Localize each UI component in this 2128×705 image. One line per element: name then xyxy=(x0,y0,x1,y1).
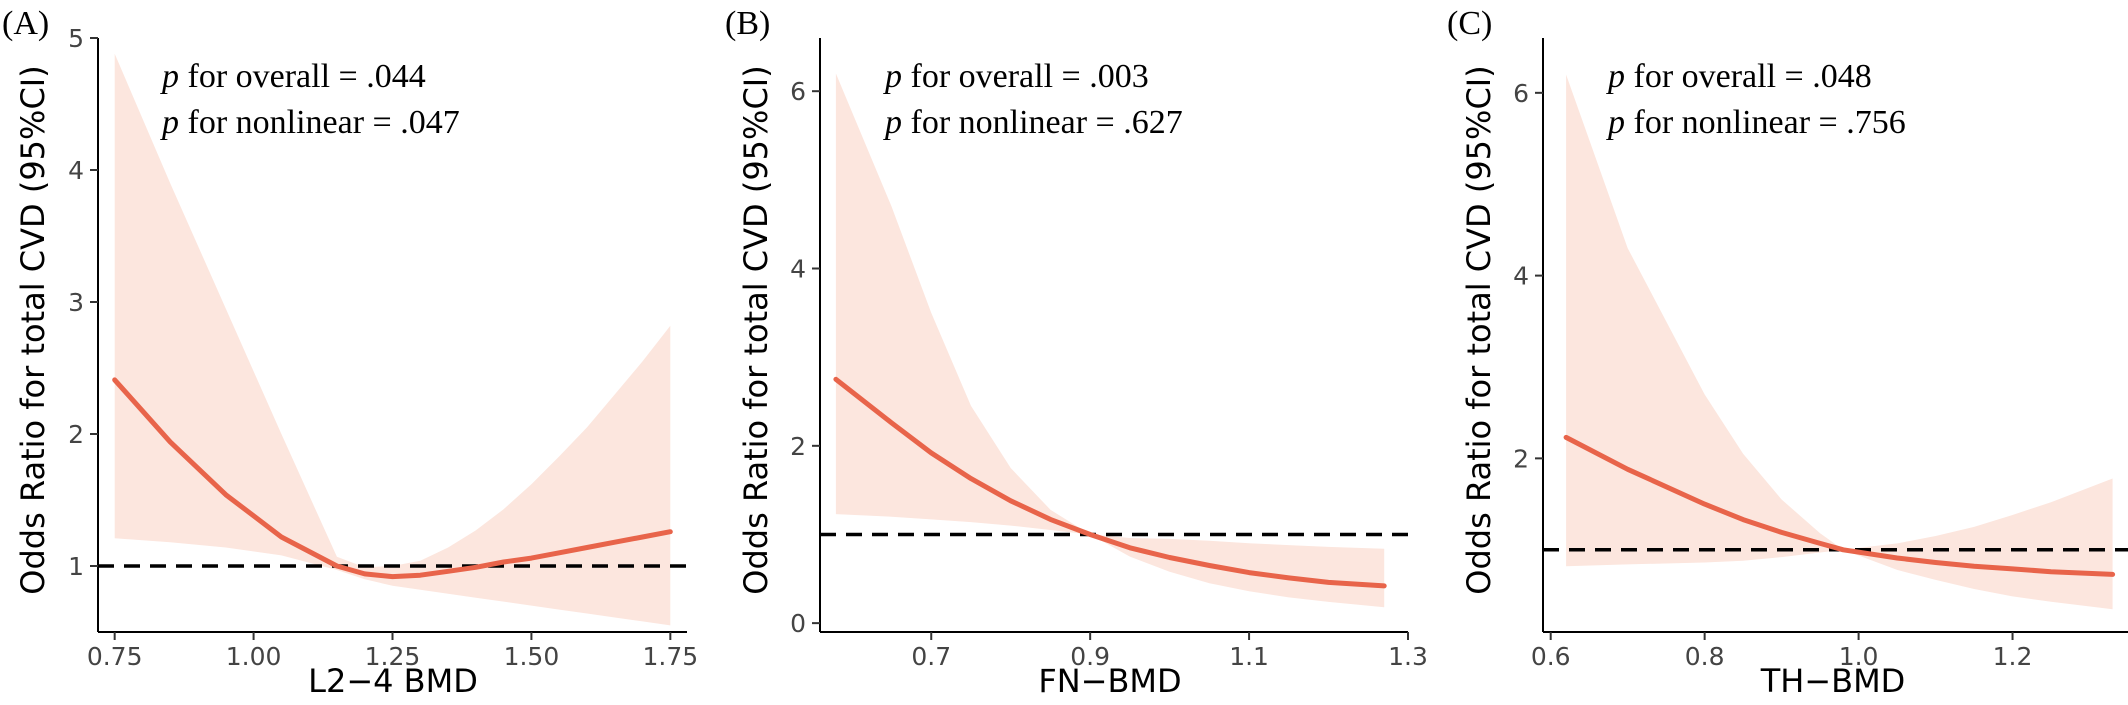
x-tick-label: 1.25 xyxy=(365,642,421,671)
y-tick-label: 6 xyxy=(1513,79,1529,108)
annotation-nonlinear: p for nonlinear = .627 xyxy=(883,104,1183,141)
x-tick-label: 0.9 xyxy=(1070,642,1110,671)
panel-c: 0.6 0.8 1.0 1.2 2 4 6 (C) p for overall = .048… xyxy=(1447,5,2128,700)
annotation-overall: p for overall = .048 xyxy=(1606,58,1872,95)
x-axis-title: FN−BMD xyxy=(1038,662,1181,700)
x-tick-label: 1.75 xyxy=(642,642,698,671)
panel-label: (A) xyxy=(2,5,49,42)
x-tick-label: 0.8 xyxy=(1685,642,1725,671)
x-tick-label: 0.6 xyxy=(1531,642,1571,671)
odds-ratio-line xyxy=(1563,434,2116,577)
odds-ratio-line xyxy=(112,377,673,580)
y-tick-label: 1 xyxy=(68,552,84,581)
y-axis-title: Odds Ratio for total CVD (95%CI) xyxy=(14,65,52,594)
x-tick-label: 0.75 xyxy=(87,642,143,671)
x-tick-label: 1.0 xyxy=(1839,642,1879,671)
y-tick-label: 2 xyxy=(790,432,806,461)
annotation-overall: p for overall = .044 xyxy=(160,58,426,95)
x-tick-label: 1.1 xyxy=(1229,642,1269,671)
x-tick-label: 1.3 xyxy=(1388,642,1428,671)
confidence-band xyxy=(114,53,671,626)
annotation-nonlinear: p for nonlinear = .756 xyxy=(1606,104,1906,141)
y-tick-label: 4 xyxy=(790,255,806,284)
y-axis-title: Odds Ratio for total CVD (95%CI) xyxy=(737,65,775,594)
y-tick-label: 5 xyxy=(68,24,84,53)
x-tick-label: 1.50 xyxy=(504,642,560,671)
x-axis-title: TH−BMD xyxy=(1760,662,1906,700)
confidence-band xyxy=(1566,74,2113,610)
x-tick-label: 1.2 xyxy=(1993,642,2033,671)
y-axis-title: Odds Ratio for total CVD (95%CI) xyxy=(1460,65,1498,594)
panel-b: 0.7 0.9 1.1 1.3 0 2 4 6 (B) p for overall = .00… xyxy=(725,5,1428,700)
y-tick-label: 2 xyxy=(1513,444,1529,473)
y-tick-label: 2 xyxy=(68,420,84,449)
x-tick-label: 0.7 xyxy=(911,642,951,671)
panel-label: (B) xyxy=(725,5,770,42)
annotation-overall: p for overall = .003 xyxy=(883,58,1149,95)
y-tick-label: 6 xyxy=(790,77,806,106)
panel-label: (C) xyxy=(1447,5,1492,42)
y-tick-label: 4 xyxy=(1513,262,1529,291)
annotation-nonlinear: p for nonlinear = .047 xyxy=(160,104,460,141)
y-tick-label: 3 xyxy=(68,288,84,317)
panel-a: 0.75 1.00 1.25 1.50 1.75 1 2 3 4 5 (A) p for over… xyxy=(2,5,698,700)
odds-ratio-line xyxy=(833,376,1387,589)
y-tick-label: 0 xyxy=(790,609,806,638)
x-axis-title: L2−4 BMD xyxy=(308,662,478,700)
x-tick-label: 1.00 xyxy=(226,642,282,671)
y-tick-label: 4 xyxy=(68,156,84,185)
confidence-band xyxy=(835,73,1385,608)
